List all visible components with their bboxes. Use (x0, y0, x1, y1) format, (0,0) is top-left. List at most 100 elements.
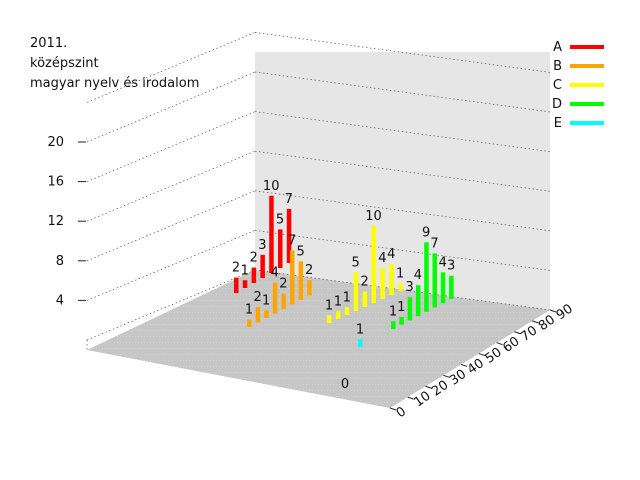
bar-value-label: 1 (356, 322, 364, 337)
z-tick-label: 20 (47, 135, 64, 150)
bar-C (362, 291, 368, 307)
bar-value-label: 3 (405, 280, 413, 295)
back-gridline (254, 230, 551, 271)
legend-swatch (570, 64, 604, 68)
bar-value-label: 10 (263, 179, 280, 194)
bar-value-label: 7 (288, 233, 296, 248)
bar-C (398, 283, 403, 291)
legend-label: A (553, 40, 562, 55)
bar-value-label: 4 (378, 251, 386, 266)
bar-B (255, 307, 261, 323)
side-gridline (86, 150, 256, 222)
bar-value-label: 2 (305, 263, 313, 278)
z-axis: 4 8 12 16 20 (47, 135, 86, 308)
x-tick (532, 320, 539, 324)
legend-swatch (570, 83, 604, 87)
x-tick (460, 363, 468, 367)
bar-B (264, 310, 269, 318)
bar-value-label: 5 (352, 255, 360, 270)
bar-D (415, 285, 421, 317)
bar-value-label: 4 (439, 255, 447, 270)
x-tick (496, 342, 503, 346)
x-tick (549, 309, 557, 313)
bar-B (298, 261, 304, 300)
bar-value-label: 7 (430, 236, 438, 251)
bar-value-label: 1 (262, 293, 270, 308)
bar-value-label: 1 (241, 263, 249, 278)
bar-value-label: 4 (271, 266, 279, 281)
bar-A (260, 254, 265, 278)
bars (234, 195, 454, 347)
bar-C (344, 307, 350, 315)
legend-label: E (554, 116, 562, 131)
bar-D (449, 275, 454, 299)
bar-B (290, 250, 295, 305)
bar-value-label: 1 (245, 302, 253, 317)
bar-value-label: 2 (253, 290, 261, 305)
bar-value-label: 2 (232, 261, 240, 276)
back-wall (255, 52, 550, 310)
bar-C (389, 264, 394, 295)
z-tick-label: 12 (47, 214, 64, 229)
zero-label: 0 (341, 377, 349, 392)
x-tick-label: 0 (394, 404, 409, 421)
bar-A (286, 208, 292, 263)
z-tick-label: 16 (47, 175, 64, 190)
x-tick-label: 90 (554, 301, 576, 323)
bar-value-label: 1 (334, 294, 342, 309)
bar-value-label: 2 (279, 277, 287, 292)
bar-B (272, 282, 278, 314)
bar-value-label: 2 (249, 251, 257, 266)
z-tick-label: 4 (56, 293, 64, 308)
bar-C (380, 268, 385, 299)
x-tick (425, 385, 432, 389)
side-gridline (86, 190, 256, 262)
x-tick (389, 407, 397, 411)
bar-A (234, 277, 239, 293)
bar-B (307, 280, 312, 296)
bar-value-label: 5 (296, 244, 304, 259)
legend-swatch (570, 45, 604, 49)
legend-swatch (570, 102, 604, 106)
legend-label: D (552, 97, 562, 112)
bar-D (432, 253, 437, 308)
side-gridline (86, 111, 256, 182)
x-tick (443, 374, 450, 378)
side-gridline (86, 32, 256, 103)
legend-label: C (553, 78, 562, 93)
bar-A (269, 195, 274, 273)
back-gridline (254, 190, 551, 232)
bar-value-label: 9 (422, 225, 430, 240)
bar-value-label: 10 (365, 209, 382, 224)
bar-A (278, 229, 283, 268)
legend-label: B (553, 59, 562, 74)
bar-value-label: 1 (397, 300, 405, 315)
bar-B (247, 319, 252, 327)
bar-value-label: 4 (414, 268, 422, 283)
bar-D (407, 297, 413, 321)
bar-value-label: 1 (343, 290, 351, 305)
back-gridline (254, 71, 551, 113)
back-gridline (254, 111, 551, 152)
bar-value-label: 7 (285, 192, 293, 207)
bar-B (281, 293, 286, 309)
x-tick (478, 353, 486, 357)
bar-E (358, 339, 363, 347)
bar-D (399, 316, 404, 325)
title-line-2: középszint (30, 56, 99, 71)
back-gridline (254, 32, 551, 73)
bar-A (242, 280, 248, 288)
bar-C (327, 315, 332, 323)
legend-swatch (570, 121, 604, 125)
bar-D (424, 242, 429, 312)
bar-value-label: 1 (396, 266, 404, 281)
bar-value-label: 3 (447, 259, 455, 274)
bar-value-label: 2 (360, 275, 368, 290)
bar-D (391, 321, 396, 329)
chart-title: 2011. középszint magyar nyelv és irodalo… (30, 36, 199, 91)
bar-C (335, 311, 341, 319)
title-line-1: 2011. (30, 36, 67, 51)
bar-value-label: 4 (387, 247, 395, 262)
